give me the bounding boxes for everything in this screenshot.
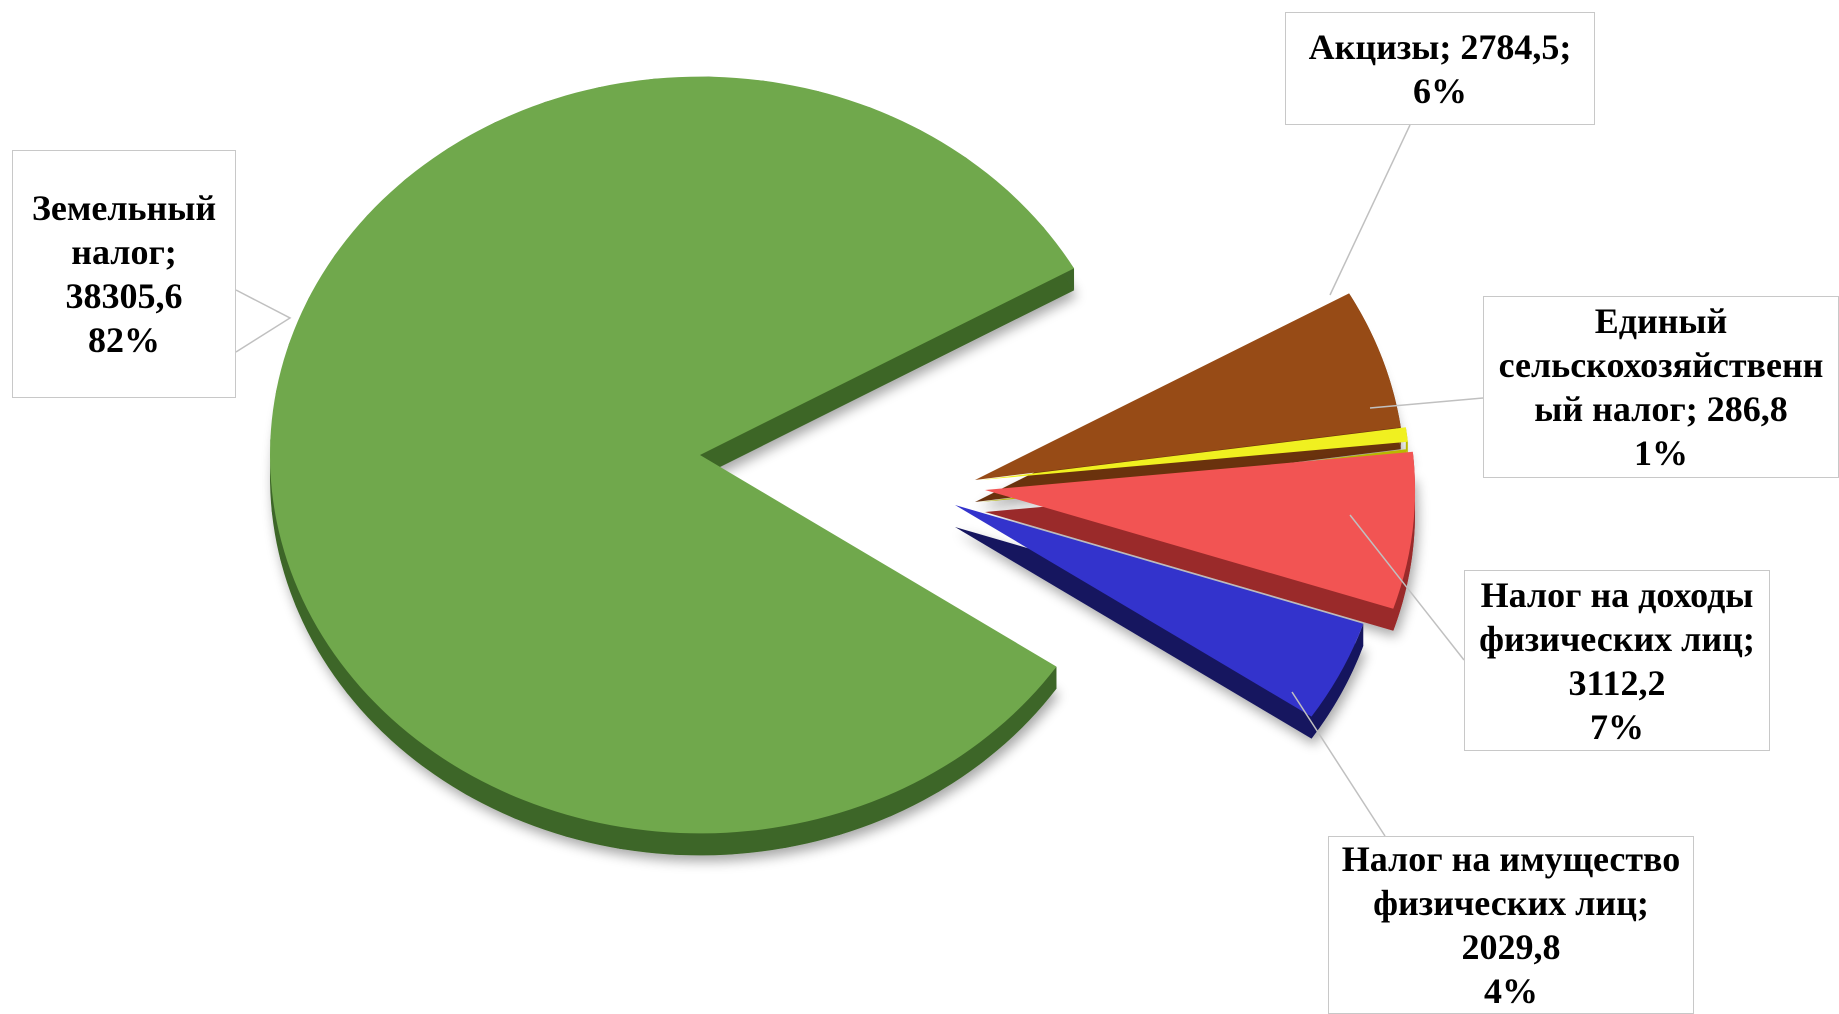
label-property-tax: Налог на имущество физических лиц; 2029,… <box>1328 836 1694 1014</box>
label-excise: Акцизы; 2784,5; 6% <box>1285 12 1595 125</box>
label-line: Налог на имущество <box>1341 839 1681 879</box>
label-land-tax: Земельный налог; 38305,6 82% <box>12 150 236 398</box>
leader-line-land-tax <box>235 289 292 353</box>
slice-property-tax <box>955 505 1364 717</box>
leader-line-agri-tax <box>1369 397 1484 409</box>
label-line: Налог на доходы <box>1480 574 1754 615</box>
leader-line-property-tax <box>1291 691 1386 837</box>
label-line: 6% <box>1413 70 1467 111</box>
label-line: 3112,2 <box>1568 662 1666 703</box>
label-line: физических лиц; <box>1479 618 1755 659</box>
label-line: Акцизы; 2784,5; <box>1308 26 1572 67</box>
label-line: налог; <box>71 232 177 272</box>
label-line: 2029,8 <box>1461 927 1561 967</box>
slice-agri-tax <box>980 427 1408 480</box>
leader-line-excise <box>1329 124 1411 296</box>
leader-line-income-tax <box>1349 514 1465 661</box>
label-income-tax: Налог на доходы физических лиц; 3112,2 7… <box>1464 570 1770 751</box>
label-agri-tax: Единый сельскохозяйственн ый налог; 286,… <box>1483 296 1839 478</box>
label-line: физических лиц; <box>1373 883 1649 923</box>
slice-land-tax <box>269 76 1075 834</box>
label-line: 4% <box>1484 971 1538 1011</box>
slice-income-tax <box>985 451 1415 609</box>
label-line: 38305,6 <box>65 276 183 316</box>
label-line: 82% <box>88 320 160 360</box>
slice-property-tax-edge <box>1311 623 1364 739</box>
label-line: ый налог; 286,8 <box>1534 389 1788 429</box>
label-line: Земельный <box>31 188 217 228</box>
slice-excise <box>975 293 1401 480</box>
label-line: 7% <box>1590 706 1644 747</box>
label-line: Единый <box>1594 301 1728 341</box>
label-line: 1% <box>1634 433 1688 473</box>
label-line: сельскохозяйственн <box>1498 345 1824 385</box>
